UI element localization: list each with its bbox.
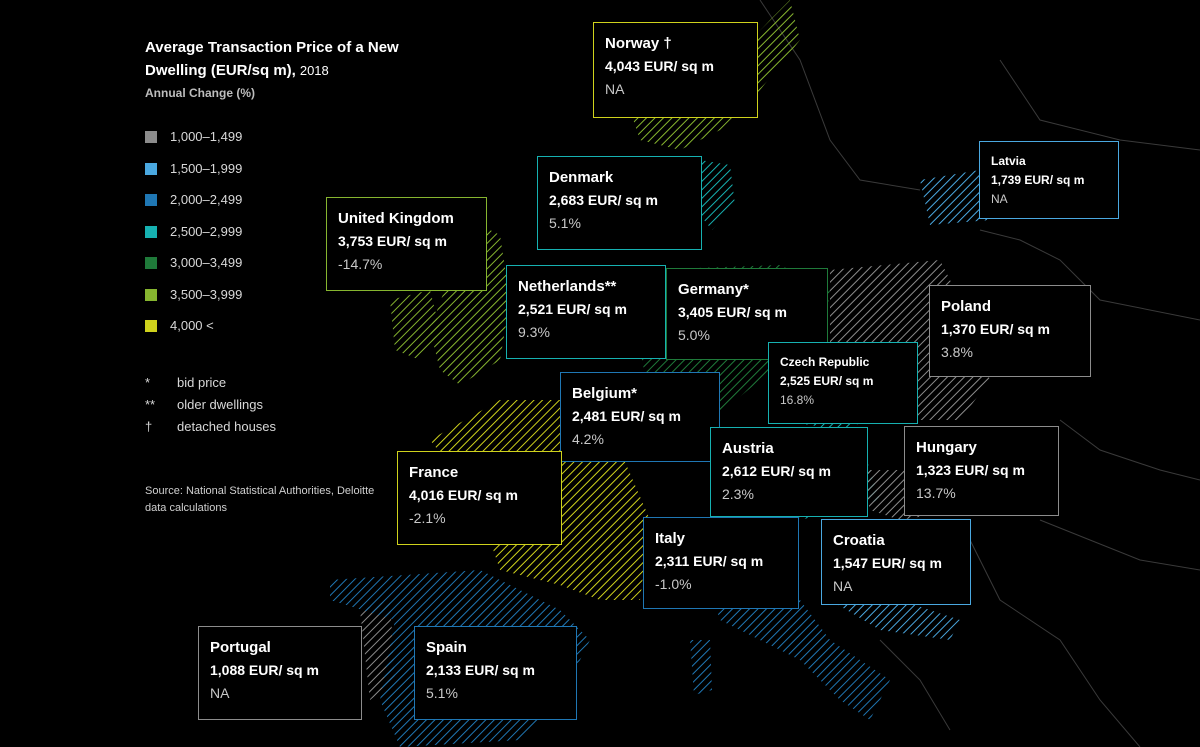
country-name: Croatia [833, 532, 885, 549]
country-change: NA [210, 685, 230, 701]
country-change: 9.3% [518, 324, 550, 340]
country-price: 2,311 EUR/ sq m [655, 553, 764, 569]
country-name: Latvia [991, 154, 1026, 168]
country-name: Netherlands** [518, 278, 617, 295]
map-subtitle: Annual Change (%) [145, 86, 255, 100]
country-price: 4,043 EUR/ sq m [605, 58, 714, 74]
card-croatia: Croatia 1,547 EUR/ sq m NA [821, 519, 971, 605]
footnote-symbol: * [145, 375, 151, 390]
country-price: 3,753 EUR/ sq m [338, 233, 447, 249]
footnote-symbol: † [145, 419, 153, 434]
card-france: France 4,016 EUR/ sq m -2.1% [397, 451, 562, 545]
legend-label: 1,000–1,499 [170, 129, 243, 144]
region-latvia [920, 170, 990, 225]
card-austria: Austria 2,612 EUR/ sq m 2.3% [710, 427, 868, 517]
country-price: 1,088 EUR/ sq m [210, 662, 319, 678]
country-change: 2.3% [722, 486, 754, 502]
country-name: Italy [655, 530, 686, 547]
legend-swatch [145, 225, 157, 238]
country-change: 16.8% [780, 393, 815, 407]
card-poland: Poland 1,370 EUR/ sq m 3.8% [929, 285, 1091, 377]
country-price: 2,481 EUR/ sq m [572, 408, 681, 424]
country-name: Portugal [210, 639, 271, 656]
country-name: Belgium* [572, 385, 638, 402]
card-belgium: Belgium* 2,481 EUR/ sq m 4.2% [560, 372, 720, 462]
region-croatia [830, 600, 960, 640]
legend-swatch [145, 320, 157, 332]
country-price: 1,370 EUR/ sq m [941, 321, 1050, 337]
country-price: 4,016 EUR/ sq m [409, 487, 518, 503]
country-name: Austria [722, 440, 774, 457]
country-price: 1,739 EUR/ sq m [991, 173, 1085, 187]
country-change: -2.1% [409, 510, 446, 526]
card-hungary: Hungary 1,323 EUR/ sq m 13.7% [904, 426, 1059, 516]
country-change: 13.7% [916, 485, 956, 501]
region-sardinia [690, 640, 712, 695]
country-change: NA [833, 578, 853, 594]
legend-label: 2,500–2,999 [170, 223, 243, 239]
country-price: 2,525 EUR/ sq m [780, 374, 874, 388]
legend-swatch [145, 288, 157, 301]
country-name: Denmark [549, 169, 614, 186]
country-price: 1,547 EUR/ sq m [833, 555, 942, 571]
legend-swatch [145, 162, 157, 175]
card-italy: Italy 2,311 EUR/ sq m -1.0% [643, 517, 799, 609]
card-czech-republic: Czech Republic 2,525 EUR/ sq m 16.8% [768, 342, 918, 424]
country-price: 3,405 EUR/ sq m [678, 304, 787, 320]
legend-label: 3,000–3,499 [170, 255, 243, 270]
card-spain: Spain 2,133 EUR/ sq m 5.1% [414, 626, 577, 720]
map-title: Average Transaction Price of a New Dwell… [145, 39, 399, 79]
country-change: -1.0% [655, 576, 692, 592]
country-name: Czech Republic [780, 355, 870, 369]
region-ireland [390, 290, 440, 360]
footnote-text: older dwellings [177, 397, 263, 412]
country-name: France [409, 464, 459, 481]
country-change: 4.2% [572, 431, 604, 447]
footnote-text: bid price [177, 375, 227, 390]
country-name: Spain [426, 639, 467, 656]
country-name: United Kingdom [338, 210, 454, 227]
legend-swatch [145, 194, 157, 206]
country-change: 5.1% [426, 685, 458, 701]
footnote-symbol: ** [145, 397, 156, 412]
legend-swatch [145, 131, 157, 143]
country-name: Hungary [916, 439, 977, 456]
card-norway: Norway † 4,043 EUR/ sq m NA [593, 22, 758, 118]
legend-label: 4,000 < [170, 318, 214, 333]
country-change: NA [605, 81, 625, 97]
country-change: -14.7% [338, 256, 383, 272]
legend-label: 2,000–2,499 [170, 192, 243, 207]
country-change: 5.1% [549, 215, 581, 231]
country-price: 2,133 EUR/ sq m [426, 662, 535, 678]
country-price: 2,521 EUR/ sq m [518, 301, 627, 317]
region-united-kingdom [430, 220, 510, 385]
country-name: Poland [941, 298, 992, 315]
card-latvia: Latvia 1,739 EUR/ sq m NA [979, 141, 1119, 219]
country-price: 1,323 EUR/ sq m [916, 462, 1025, 478]
country-price: 2,683 EUR/ sq m [549, 192, 658, 208]
source-note: Source: National Statistical Authorities… [145, 485, 375, 514]
legend-label: 3,500–3,999 [170, 286, 243, 302]
legend-swatch [145, 257, 157, 269]
card-denmark: Denmark 2,683 EUR/ sq m 5.1% [537, 156, 702, 250]
legend-label: 1,500–1,999 [170, 160, 243, 176]
country-price: 2,612 EUR/ sq m [722, 463, 831, 479]
country-change: 5.0% [678, 327, 710, 343]
country-name: Germany* [678, 281, 749, 298]
region-denmark [700, 160, 735, 230]
country-change: NA [991, 192, 1008, 206]
card-united-kingdom: United Kingdom 3,753 EUR/ sq m -14.7% [326, 197, 487, 291]
country-change: 3.8% [941, 344, 973, 360]
card-portugal: Portugal 1,088 EUR/ sq m NA [198, 626, 362, 720]
card-netherlands: Netherlands** 2,521 EUR/ sq m 9.3% [506, 265, 666, 359]
footnote-text: detached houses [177, 419, 277, 434]
map-year: 2018 [299, 63, 329, 78]
country-name: Norway † [605, 35, 672, 52]
